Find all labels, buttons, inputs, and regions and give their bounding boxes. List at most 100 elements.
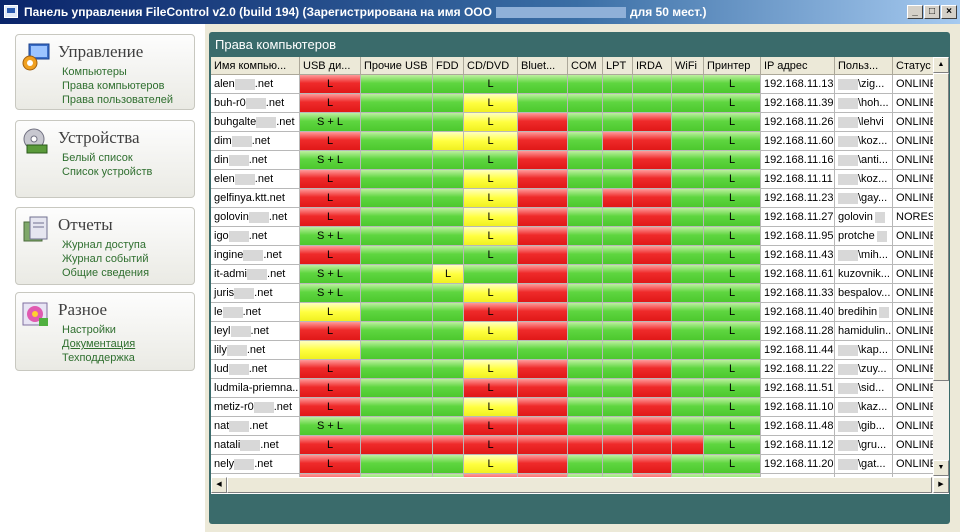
cell-com[interactable] bbox=[568, 227, 603, 246]
cell-fdd[interactable] bbox=[433, 284, 464, 303]
cell-usb-disk[interactable]: L bbox=[300, 455, 361, 474]
table-row[interactable]: ingine .net L L L 192.168.11.43 \mih... ONLINE bbox=[211, 246, 949, 265]
cell-usb-disk[interactable]: S + L bbox=[300, 417, 361, 436]
cell-com[interactable] bbox=[568, 417, 603, 436]
column-header-other-usb[interactable]: Прочие USB bbox=[361, 57, 433, 75]
cell-fdd[interactable] bbox=[433, 360, 464, 379]
cell-other-usb[interactable] bbox=[361, 94, 433, 113]
cell-cd-dvd[interactable]: L bbox=[464, 303, 518, 322]
cell-printer[interactable]: L bbox=[704, 189, 761, 208]
cell-com[interactable] bbox=[568, 360, 603, 379]
cell-fdd[interactable] bbox=[433, 398, 464, 417]
cell-usb-disk[interactable]: L bbox=[300, 189, 361, 208]
cell-bluetooth[interactable] bbox=[518, 151, 568, 170]
cell-lpt[interactable] bbox=[603, 132, 633, 151]
column-header-bluetooth[interactable]: Bluet... bbox=[518, 57, 568, 75]
cell-printer[interactable]: L bbox=[704, 284, 761, 303]
cell-irda[interactable] bbox=[633, 322, 672, 341]
cell-fdd[interactable] bbox=[433, 151, 464, 170]
cell-wifi[interactable] bbox=[672, 151, 704, 170]
cell-com[interactable] bbox=[568, 265, 603, 284]
cell-name[interactable]: buh-r0 .net bbox=[211, 94, 300, 113]
cell-lpt[interactable] bbox=[603, 75, 633, 94]
cell-irda[interactable] bbox=[633, 379, 672, 398]
cell-lpt[interactable] bbox=[603, 455, 633, 474]
sidebar-link[interactable]: Техподдержка bbox=[62, 352, 135, 364]
column-header-irda[interactable]: IRDA bbox=[633, 57, 672, 75]
cell-bluetooth[interactable] bbox=[518, 360, 568, 379]
cell-bluetooth[interactable] bbox=[518, 341, 568, 360]
column-header-com[interactable]: COM bbox=[568, 57, 603, 75]
cell-usb-disk[interactable]: L bbox=[300, 75, 361, 94]
cell-bluetooth[interactable] bbox=[518, 94, 568, 113]
cell-lpt[interactable] bbox=[603, 398, 633, 417]
cell-cd-dvd[interactable]: L bbox=[464, 208, 518, 227]
cell-other-usb[interactable] bbox=[361, 303, 433, 322]
cell-irda[interactable] bbox=[633, 284, 672, 303]
cell-bluetooth[interactable] bbox=[518, 455, 568, 474]
cell-irda[interactable] bbox=[633, 246, 672, 265]
cell-usb-disk[interactable]: L bbox=[300, 132, 361, 151]
cell-usb-disk[interactable]: L bbox=[300, 322, 361, 341]
cell-lpt[interactable] bbox=[603, 322, 633, 341]
table-row[interactable]: din .net S + L L L 192.168.11.16 \anti... ONLIN… bbox=[211, 151, 949, 170]
table-row[interactable]: juris .net S + L L L 192.168.11.33 bespalov...… bbox=[211, 284, 949, 303]
cell-printer[interactable]: L bbox=[704, 303, 761, 322]
cell-usb-disk[interactable]: L bbox=[300, 94, 361, 113]
cell-bluetooth[interactable] bbox=[518, 417, 568, 436]
cell-cd-dvd[interactable]: L bbox=[464, 132, 518, 151]
column-header-wifi[interactable]: WiFi bbox=[672, 57, 704, 75]
cell-fdd[interactable] bbox=[433, 303, 464, 322]
cell-printer[interactable]: L bbox=[704, 170, 761, 189]
cell-irda[interactable] bbox=[633, 132, 672, 151]
cell-name[interactable]: dim .net bbox=[211, 132, 300, 151]
sidebar-link[interactable]: Список устройств bbox=[62, 166, 153, 178]
cell-wifi[interactable] bbox=[672, 170, 704, 189]
cell-fdd[interactable] bbox=[433, 189, 464, 208]
cell-com[interactable] bbox=[568, 189, 603, 208]
cell-irda[interactable] bbox=[633, 208, 672, 227]
cell-usb-disk[interactable]: S + L bbox=[300, 113, 361, 132]
cell-fdd[interactable] bbox=[433, 455, 464, 474]
cell-printer[interactable]: L bbox=[704, 265, 761, 284]
scroll-thumb[interactable] bbox=[933, 73, 949, 381]
table-row[interactable]: le .net L L L 192.168.11.40 bredihin ONLINE bbox=[211, 303, 949, 322]
cell-name[interactable]: elen .net bbox=[211, 170, 300, 189]
cell-wifi[interactable] bbox=[672, 341, 704, 360]
column-header-printer[interactable]: Принтер bbox=[704, 57, 761, 75]
cell-wifi[interactable] bbox=[672, 417, 704, 436]
cell-irda[interactable] bbox=[633, 303, 672, 322]
cell-cd-dvd[interactable]: L bbox=[464, 75, 518, 94]
cell-name[interactable]: nely .net bbox=[211, 455, 300, 474]
cell-name[interactable]: juris .net bbox=[211, 284, 300, 303]
cell-com[interactable] bbox=[568, 379, 603, 398]
cell-cd-dvd[interactable] bbox=[464, 341, 518, 360]
table-row[interactable]: gelfinya.ktt.net L L L 192.168.11.23 \gay... O… bbox=[211, 189, 949, 208]
cell-fdd[interactable] bbox=[433, 132, 464, 151]
cell-wifi[interactable] bbox=[672, 189, 704, 208]
cell-printer[interactable]: L bbox=[704, 75, 761, 94]
cell-other-usb[interactable] bbox=[361, 436, 433, 455]
cell-lpt[interactable] bbox=[603, 151, 633, 170]
column-header-lpt[interactable]: LPT bbox=[603, 57, 633, 75]
cell-usb-disk[interactable]: L bbox=[300, 360, 361, 379]
sidebar-link[interactable]: Компьютеры bbox=[62, 66, 127, 78]
tab-computer-rights[interactable]: Права компьютеров bbox=[209, 33, 362, 55]
sidebar-heading-misc[interactable]: Разное bbox=[58, 300, 108, 319]
scroll-left-button[interactable]: ◀ bbox=[211, 477, 227, 493]
cell-cd-dvd[interactable]: L bbox=[464, 189, 518, 208]
scroll-down-button[interactable]: ▼ bbox=[933, 460, 949, 476]
column-header-ip[interactable]: IP адрес bbox=[761, 57, 835, 75]
cell-printer[interactable]: L bbox=[704, 132, 761, 151]
table-row[interactable]: lily .net 192.168.11.44 \kap... ONLINE bbox=[211, 341, 949, 360]
cell-usb-disk[interactable]: L bbox=[300, 170, 361, 189]
table-row[interactable]: alen .net L L L 192.168.11.13 \zig... ONLINE bbox=[211, 75, 949, 94]
cell-com[interactable] bbox=[568, 436, 603, 455]
cell-other-usb[interactable] bbox=[361, 398, 433, 417]
table-row[interactable]: lud .net L L L 192.168.11.22 \zuy... ONLINE bbox=[211, 360, 949, 379]
cell-lpt[interactable] bbox=[603, 170, 633, 189]
cell-wifi[interactable] bbox=[672, 360, 704, 379]
cell-name[interactable]: golovin .net bbox=[211, 208, 300, 227]
cell-printer[interactable]: L bbox=[704, 151, 761, 170]
scroll-up-button[interactable]: ▲ bbox=[933, 57, 949, 73]
